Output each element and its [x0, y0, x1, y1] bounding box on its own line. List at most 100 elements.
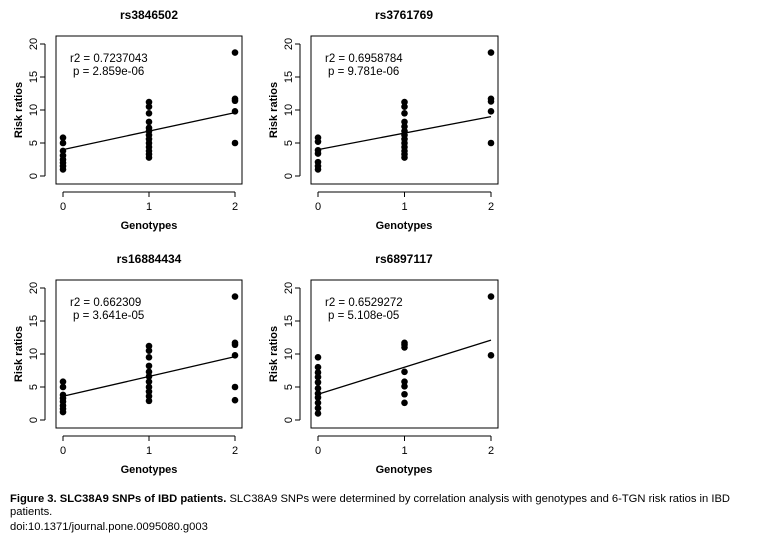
figure-caption: Figure 3. SLC38A9 SNPs of IBD patients. … — [10, 493, 765, 519]
r2-label: r2 = 0.662309 — [70, 297, 141, 309]
data-point — [145, 342, 153, 350]
data-point — [487, 108, 495, 115]
p-value-label: p = 9.781e-06 — [328, 66, 399, 78]
figure-doi: doi:10.1371/journal.pone.0095080.g003 — [10, 521, 208, 533]
data-point — [314, 138, 322, 145]
x-tick-label: 1 — [401, 445, 407, 457]
data-point — [487, 293, 495, 300]
y-tick-label: 15 — [28, 315, 40, 327]
y-axis-label: Risk ratios — [13, 82, 25, 138]
x-tick-label: 2 — [232, 445, 238, 457]
data-point — [314, 385, 322, 392]
y-tick-label: 15 — [28, 71, 40, 83]
data-point — [314, 354, 322, 361]
data-point — [145, 98, 153, 106]
plot-frame — [310, 35, 499, 185]
data-point — [231, 383, 239, 391]
x-tick-label: 1 — [401, 201, 407, 213]
data-point — [401, 344, 408, 351]
y-tick-label: 0 — [283, 417, 295, 423]
data-point — [487, 98, 495, 105]
data-point — [314, 379, 322, 386]
data-point — [59, 134, 67, 142]
data-point — [59, 408, 67, 416]
data-point — [401, 98, 408, 106]
caption-label: Figure 3. SLC38A9 SNPs of IBD patients. — [10, 493, 227, 505]
data-point — [487, 49, 495, 56]
y-tick-label: 10 — [283, 104, 295, 116]
data-point — [231, 293, 239, 300]
data-point — [231, 97, 239, 105]
y-tick-label: 0 — [28, 417, 40, 423]
r2-label: r2 = 0.7237043 — [70, 53, 148, 65]
y-tick-label: 15 — [283, 315, 295, 327]
data-point — [231, 341, 239, 349]
x-tick-label: 1 — [146, 201, 152, 213]
data-point — [314, 399, 322, 407]
data-point — [314, 363, 322, 371]
r2-label: r2 = 0.6529272 — [325, 297, 403, 309]
panel-title: rs6897117 — [375, 252, 433, 266]
x-tick-label: 1 — [146, 445, 152, 457]
data-point — [314, 166, 322, 173]
data-point — [401, 154, 408, 161]
y-axis-label: Risk ratios — [268, 82, 280, 138]
p-value-label: p = 3.641e-05 — [73, 310, 144, 322]
data-point — [145, 388, 153, 395]
x-tick-label: 0 — [315, 201, 321, 213]
x-tick-label: 0 — [315, 445, 321, 457]
data-point — [401, 118, 408, 126]
data-point — [59, 147, 67, 155]
data-point — [487, 352, 495, 359]
panel-title: rs3761769 — [375, 8, 433, 22]
data-point — [59, 378, 67, 386]
x-axis-label: Genotypes — [121, 220, 178, 232]
x-tick-label: 2 — [488, 445, 494, 457]
data-point — [487, 139, 495, 147]
y-tick-label: 0 — [283, 173, 295, 179]
data-point — [314, 150, 322, 157]
y-tick-label: 5 — [28, 140, 40, 146]
plot-frame — [55, 279, 243, 429]
data-point — [401, 378, 408, 386]
y-tick-label: 5 — [28, 384, 40, 390]
data-point — [145, 383, 153, 391]
plot-frame — [55, 35, 243, 185]
y-axis-label: Risk ratios — [13, 326, 25, 382]
y-tick-label: 5 — [283, 140, 295, 146]
data-point — [231, 396, 239, 404]
p-value-label: p = 2.859e-06 — [73, 66, 144, 78]
y-tick-label: 0 — [28, 173, 40, 179]
x-tick-label: 2 — [488, 201, 494, 213]
data-point — [145, 347, 153, 355]
data-point — [145, 110, 153, 117]
x-tick-label: 0 — [60, 445, 66, 457]
data-point — [401, 123, 408, 130]
y-tick-label: 20 — [28, 282, 40, 294]
y-tick-label: 20 — [28, 38, 40, 50]
panel-rs6897117: rs6897117 0 5 10 15 20 0 1 2 Genotypes Risk ratios… — [268, 252, 499, 476]
data-point — [401, 383, 408, 390]
data-point — [314, 373, 322, 381]
data-point — [145, 154, 153, 161]
data-point — [314, 394, 322, 401]
data-point — [314, 410, 322, 417]
y-axis-label: Risk ratios — [268, 326, 280, 382]
r2-label: r2 = 0.6958784 — [325, 53, 403, 65]
data-point — [145, 392, 153, 400]
y-tick-label: 10 — [283, 348, 295, 360]
y-tick-label: 20 — [283, 282, 295, 294]
data-point — [401, 103, 408, 110]
data-point — [59, 383, 67, 391]
data-point — [145, 118, 153, 126]
caption-text: SLC38A9 SNPs were determined by correlat… — [10, 493, 731, 518]
x-axis-label: Genotypes — [376, 464, 433, 476]
data-point — [401, 399, 408, 407]
panel-title: rs3846502 — [120, 8, 178, 22]
data-point — [231, 108, 239, 115]
data-point — [401, 110, 408, 117]
data-point — [401, 368, 408, 376]
data-point — [231, 139, 239, 147]
data-point — [231, 49, 239, 56]
